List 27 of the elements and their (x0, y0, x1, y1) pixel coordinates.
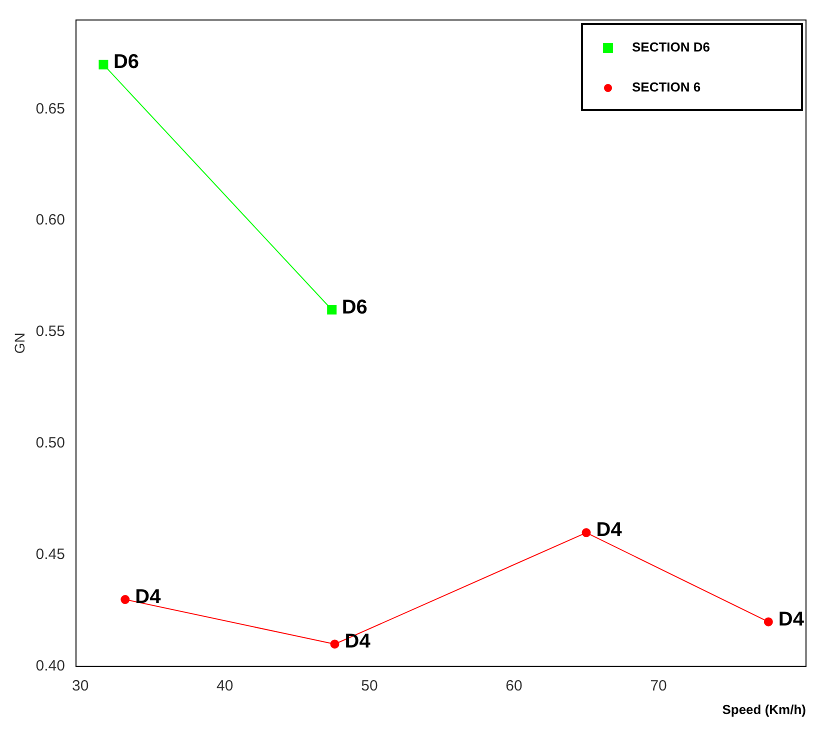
point (98, 60, 108, 70)
y-tick-label: 0.50 (36, 434, 65, 452)
y-axis-title: GN (11, 332, 28, 354)
x-axis-title: Speed (Km/h) (722, 702, 806, 717)
y-tick-label: 0.60 (36, 212, 65, 229)
annotation: D4 (596, 519, 623, 542)
annotation: D4 (135, 586, 162, 608)
annotation: D4 (778, 608, 805, 630)
x-tick-label: 50 (361, 678, 378, 695)
x-tick-label: 70 (650, 678, 667, 695)
point (327, 305, 337, 315)
y-tick-label: 0.40 (36, 658, 65, 675)
y-tick-label: 0.65 (36, 100, 65, 118)
legend-label: SECTION 6 (632, 80, 701, 95)
annotation: D6 (113, 51, 140, 74)
annotation: D4 (344, 630, 372, 653)
x-tick-label: 60 (506, 678, 522, 695)
point (330, 640, 340, 649)
y-tick-label: 0.45 (36, 546, 65, 564)
y-tick-label: 0.55 (36, 323, 65, 340)
annotation: D6 (342, 296, 368, 318)
point (582, 528, 591, 538)
x-tick-label: 30 (72, 678, 89, 695)
point (120, 595, 130, 604)
point (764, 617, 773, 626)
legend-label: SECTION D6 (632, 40, 710, 55)
x-tick-label: 40 (216, 678, 234, 695)
